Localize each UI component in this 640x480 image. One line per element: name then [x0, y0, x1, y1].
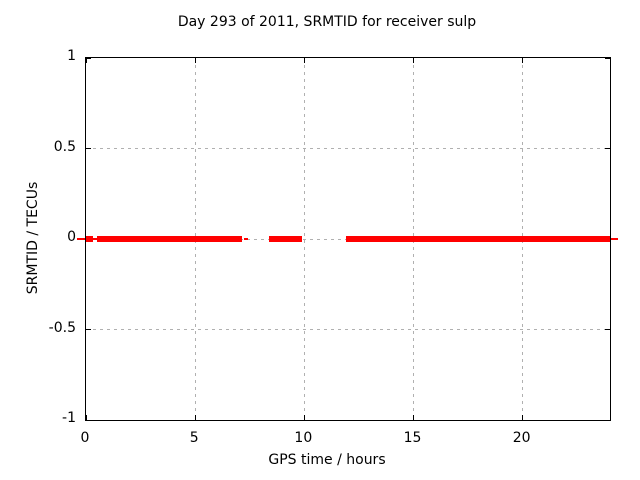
- x-tick-bottom-15: [413, 415, 414, 420]
- x-tick-top-0: [85, 58, 87, 63]
- data-segment-2: [269, 236, 303, 242]
- y-tick-label-1: 1: [67, 48, 76, 64]
- y-tick-left-0.5: [86, 148, 91, 149]
- data-sparse-segment-2: [244, 238, 248, 240]
- x-tick-top-15: [413, 58, 414, 63]
- y-tick-right-0.5: [605, 148, 610, 149]
- x-tick-label-5: 5: [189, 430, 199, 446]
- x-axis-label: GPS time / hours: [268, 452, 386, 468]
- data-segment-0: [86, 236, 93, 242]
- y-tick-label-0: 0: [67, 229, 76, 245]
- y-tick-label--0.5: -0.5: [48, 319, 76, 336]
- data-segment-3: [345, 236, 610, 242]
- y-tick-label--1: -1: [62, 410, 76, 426]
- x-tick-bottom-20: [522, 415, 524, 420]
- gridline-y-0.5: [86, 148, 610, 149]
- y-tick-right-1: [605, 57, 610, 59]
- x-tick-label-15: 15: [403, 430, 422, 446]
- x-tick-bottom-10: [303, 415, 305, 420]
- data-sparse-segment-3: [611, 238, 618, 240]
- data-sparse-segment-0: [77, 238, 85, 240]
- x-tick-top-10: [303, 58, 305, 63]
- chart-title: Day 293 of 2011, SRMTID for receiver sul…: [177, 14, 477, 30]
- plot-area: [77, 57, 618, 421]
- y-tick-left--1: [86, 419, 91, 421]
- x-tick-label-0: 0: [80, 430, 90, 446]
- x-tick-bottom-0: [85, 415, 87, 420]
- y-tick-label-0.5: 0.5: [53, 138, 76, 155]
- y-tick-left--0.5: [86, 329, 91, 330]
- gridline-y--0.5: [86, 329, 610, 330]
- x-tick-label-20: 20: [512, 430, 531, 446]
- x-tick-top-5: [194, 58, 196, 63]
- y-tick-right--1: [605, 419, 610, 421]
- x-tick-bottom-5: [194, 415, 196, 420]
- data-segment-1: [96, 236, 243, 242]
- data-sparse-segment-1: [92, 238, 97, 240]
- x-tick-label-10: 10: [294, 430, 313, 446]
- y-tick-right--0.5: [605, 329, 610, 330]
- x-tick-top-20: [522, 58, 524, 63]
- y-tick-left-1: [86, 57, 91, 59]
